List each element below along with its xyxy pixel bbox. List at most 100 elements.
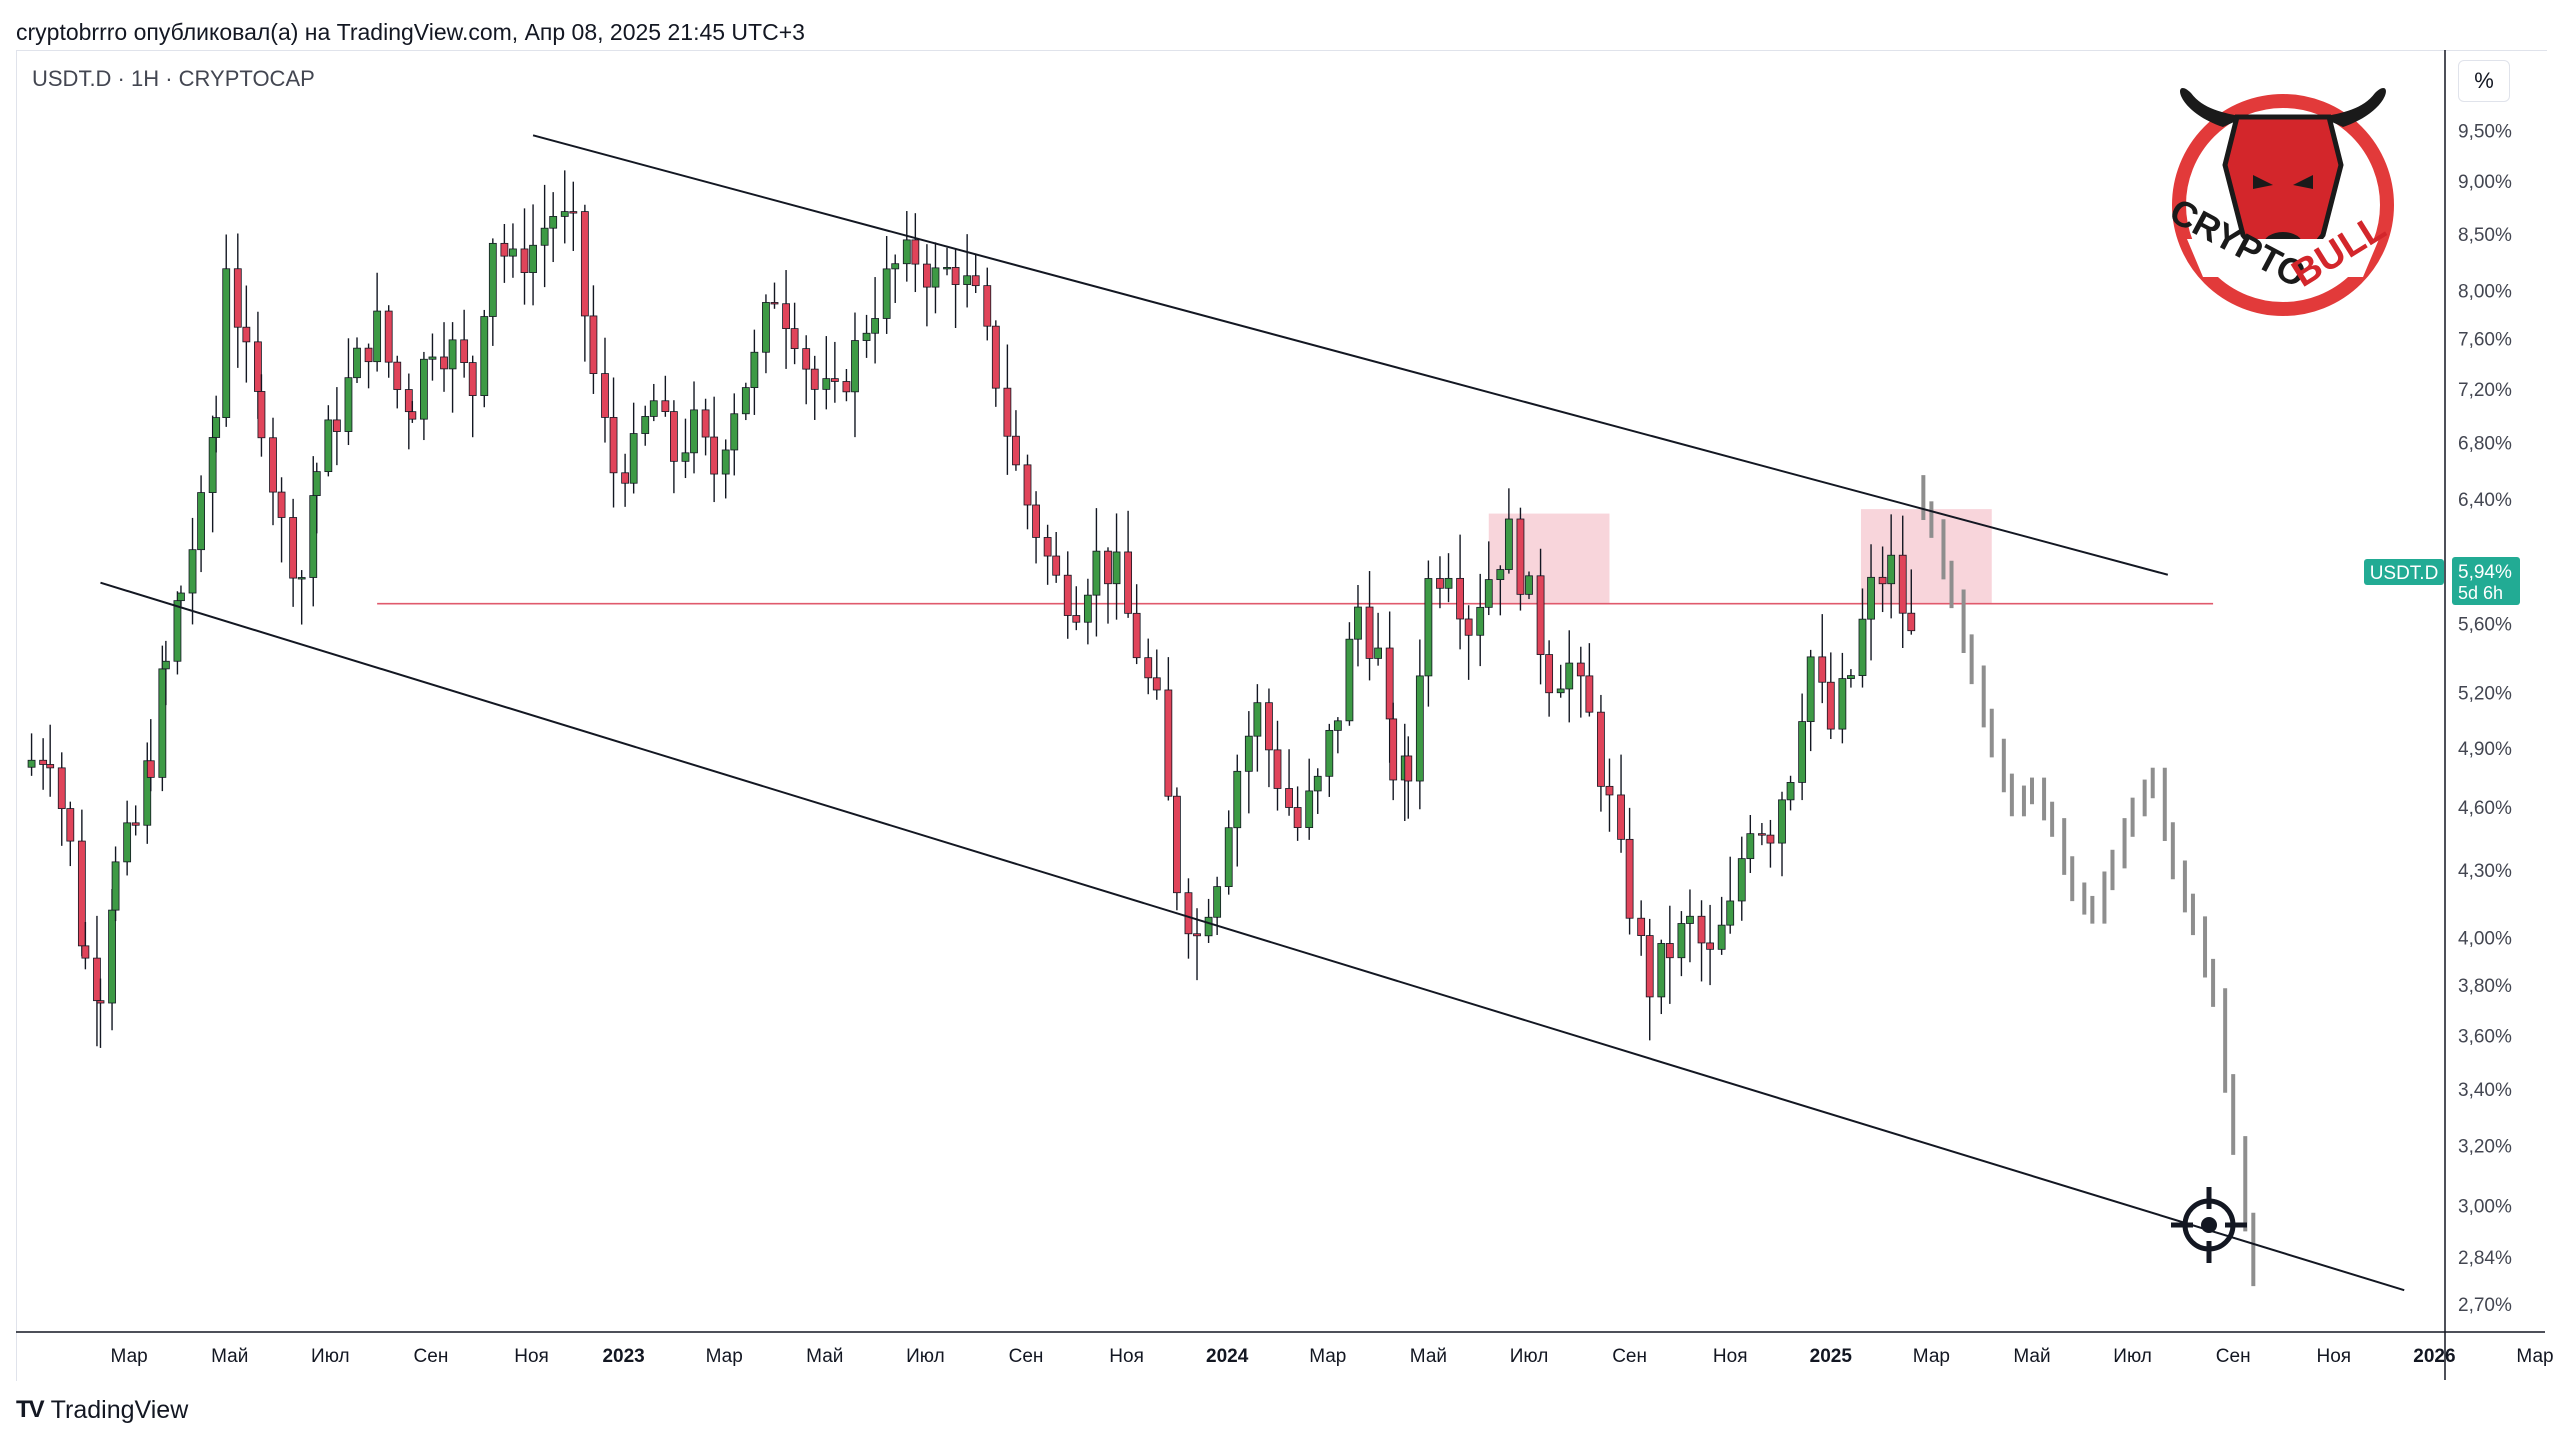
candle-up [629, 433, 638, 484]
candle-up [161, 660, 170, 670]
time-tick-label: Ноя [1109, 1346, 1144, 1367]
candle-down [670, 411, 678, 462]
candle-up [681, 452, 690, 462]
candle-up [208, 437, 217, 493]
candle-up [324, 419, 333, 473]
candle-up [902, 239, 911, 265]
candle-down [1072, 615, 1081, 623]
candle-down [393, 361, 402, 390]
candle-up [428, 356, 437, 360]
candle-down [782, 303, 790, 330]
candle-down [1576, 662, 1585, 677]
candle-down [1273, 749, 1282, 789]
candle-down [131, 822, 140, 826]
candle-down [1124, 551, 1133, 614]
candle-down [1389, 718, 1398, 781]
candle-up [1838, 678, 1847, 730]
candle-down [81, 945, 90, 959]
candle-up [297, 577, 306, 580]
price-scale-mode-button[interactable]: % [2458, 60, 2510, 102]
candle-up [741, 387, 750, 415]
candle-up [851, 340, 859, 393]
candle-up [177, 592, 185, 602]
last-price-value: 5,94% [2458, 562, 2512, 583]
candle-up [1325, 729, 1334, 777]
candle-up [1858, 618, 1867, 676]
candle-up [963, 275, 972, 285]
candle-up [1504, 518, 1513, 570]
candle-up [1686, 915, 1694, 924]
candle-up [1786, 782, 1795, 801]
time-tick-label: Сен [1612, 1346, 1647, 1367]
candle-down [1052, 555, 1061, 576]
resistance-zone [1860, 509, 1992, 604]
time-tick-label: Май [2013, 1346, 2050, 1367]
candle-up [1333, 720, 1342, 731]
candle-down [468, 362, 477, 396]
candle-up [344, 377, 353, 432]
candle-down [842, 381, 851, 393]
candle-down [1456, 577, 1464, 620]
footer-brand[interactable]: TradingView [50, 1395, 189, 1424]
time-tick-label: Май [211, 1346, 248, 1367]
time-tick-label: Ноя [514, 1346, 549, 1367]
candle-down [77, 840, 86, 947]
candle-down [1536, 575, 1545, 655]
candle-down [569, 211, 578, 214]
symbol-legend[interactable]: USDT.D · 1H · CRYPTOCAP [32, 66, 315, 91]
candle-down [1605, 785, 1614, 796]
candle-up [158, 668, 167, 778]
candle-up [480, 316, 489, 396]
candle-up [540, 227, 549, 246]
candle-up [882, 268, 891, 319]
candle-down [983, 285, 992, 327]
candle-down [39, 759, 48, 765]
candle-down [790, 328, 799, 350]
candle-down [277, 491, 286, 518]
candle-up [1867, 576, 1875, 620]
time-tick-label: Мар [706, 1346, 743, 1367]
last-price-label[interactable]: USDT.D 5,94% 5d 6h [2364, 557, 2520, 605]
candle-up [111, 861, 120, 911]
time-tick-label: Мар [111, 1346, 148, 1367]
candle-down [332, 419, 341, 432]
candle-down [810, 368, 819, 390]
candle-down [1545, 654, 1554, 694]
price-tick-label: 5,60% [2458, 614, 2512, 635]
chart-frame[interactable] [16, 50, 2547, 1381]
last-price-value-badge [2452, 557, 2520, 605]
candle-up [1354, 606, 1362, 640]
time-tick-label: Сен [2216, 1346, 2251, 1367]
candle-up [822, 378, 831, 390]
price-tick-label: 7,20% [2458, 380, 2512, 401]
candle-up [1717, 924, 1726, 950]
candle-up [1415, 675, 1424, 782]
candle-down [1597, 711, 1605, 787]
time-tick-label: Сен [1009, 1346, 1044, 1367]
candle-up [1424, 578, 1433, 677]
candle-up [1233, 770, 1242, 829]
last-price-countdown: 5d 6h [2458, 583, 2503, 603]
candle-up [1737, 858, 1746, 902]
candle-down [254, 341, 262, 392]
publisher-header: cryptobrrro опубликовал(а) на TradingVie… [16, 19, 805, 45]
candle-up [108, 909, 116, 1004]
price-tick-label: 3,40% [2458, 1080, 2512, 1101]
tradingview-logo-icon: TV [16, 1396, 45, 1423]
candle-down [1907, 612, 1916, 632]
candle-down [520, 248, 529, 273]
price-tick-label: 9,50% [2458, 121, 2512, 142]
crosshair-target-icon[interactable] [2171, 1187, 2247, 1263]
candle-up [1224, 827, 1233, 888]
candle-down [1152, 677, 1161, 691]
candle-down [1697, 915, 1706, 944]
candle-down [1818, 656, 1827, 683]
candle-down [269, 437, 277, 493]
candle-down [404, 389, 413, 413]
candle-up [871, 318, 879, 334]
candle-down [1898, 554, 1907, 614]
candle-down [1766, 834, 1775, 844]
candle-up [1565, 662, 1574, 690]
candle-up [1746, 833, 1755, 860]
